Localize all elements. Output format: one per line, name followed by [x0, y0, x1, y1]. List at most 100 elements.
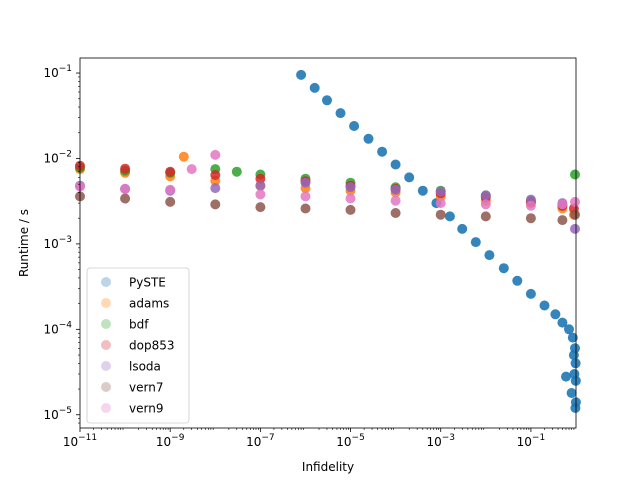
data-point	[255, 189, 266, 200]
data-point	[210, 199, 221, 210]
data-point	[300, 203, 311, 214]
x-axis-label: Infidelity	[302, 460, 354, 474]
data-point	[363, 133, 374, 144]
legend: PySTE adams bdf dop853 lsoda vern7 vern9	[86, 267, 190, 424]
data-point	[120, 193, 131, 204]
data-point	[231, 166, 242, 177]
data-point	[296, 69, 307, 80]
data-point	[498, 263, 509, 274]
data-point	[322, 95, 332, 106]
data-point	[390, 159, 401, 170]
legend-label: lsoda	[129, 360, 161, 374]
data-point	[564, 324, 574, 335]
data-point	[345, 204, 356, 215]
series-adams	[75, 151, 579, 220]
axis-ticks: 10−11 10−9 10−7 10−5 10−3 10−1 10−5 10−4 10−3 10−…	[43, 64, 575, 449]
data-point	[570, 209, 580, 220]
data-point	[345, 193, 356, 204]
data-point	[165, 196, 176, 207]
data-point	[480, 199, 491, 210]
y-tick-label: 10−5	[43, 406, 72, 422]
x-tick-label: 10−11	[63, 433, 97, 449]
data-point	[557, 317, 568, 328]
data-point	[300, 177, 311, 188]
data-point	[178, 151, 189, 162]
series-lsoda	[75, 177, 580, 234]
data-point	[512, 275, 523, 286]
data-points-layer	[75, 69, 581, 413]
series-dop853	[75, 160, 579, 214]
x-tick-label: 10−9	[156, 433, 185, 449]
y-tick-label: 10−3	[43, 235, 72, 251]
data-point	[557, 215, 568, 226]
data-point	[255, 173, 266, 184]
legend-label: adams	[129, 297, 169, 311]
x-tick-label: 10−5	[336, 433, 365, 449]
legend-marker	[101, 298, 111, 308]
legend-box	[86, 267, 190, 424]
data-point	[417, 185, 428, 196]
data-point	[570, 403, 581, 413]
data-point	[349, 121, 360, 131]
legend-label: vern9	[129, 402, 163, 416]
data-point	[457, 223, 468, 234]
data-point	[566, 388, 577, 398]
data-point	[404, 172, 415, 183]
data-point	[435, 209, 446, 220]
data-point	[484, 250, 495, 261]
legend-label: vern7	[129, 381, 163, 395]
data-point	[300, 191, 311, 202]
data-point	[480, 190, 491, 201]
data-point	[570, 223, 580, 234]
x-tick-label: 10−1	[517, 433, 546, 449]
data-point	[539, 300, 550, 311]
legend-marker	[101, 361, 111, 371]
data-point	[569, 369, 580, 379]
data-point	[444, 211, 455, 222]
data-point	[525, 288, 536, 299]
data-point	[561, 371, 571, 382]
y-axis-label: Runtime / s	[17, 209, 31, 277]
data-point	[525, 213, 536, 224]
series-pyste	[296, 69, 581, 413]
data-point	[309, 82, 320, 93]
data-point	[255, 180, 266, 191]
x-tick-label: 10−7	[246, 433, 275, 449]
y-tick-label: 10−4	[43, 320, 72, 336]
data-point	[345, 182, 356, 193]
plot-frame	[79, 57, 577, 429]
legend-label: dop853	[129, 339, 174, 353]
data-point	[165, 166, 176, 177]
series-vern9	[75, 149, 580, 211]
data-point	[570, 169, 580, 180]
series-bdf	[75, 162, 580, 211]
data-point	[570, 196, 580, 207]
data-point	[210, 170, 221, 180]
legend-label: bdf	[129, 318, 149, 332]
data-point	[435, 198, 446, 209]
data-point	[335, 108, 346, 119]
y-tick-label: 10−1	[43, 64, 72, 80]
data-point	[390, 184, 401, 195]
data-point	[120, 183, 131, 194]
y-tick-label: 10−2	[43, 149, 72, 165]
data-point	[550, 309, 561, 320]
data-point	[165, 184, 176, 195]
legend-marker	[101, 319, 111, 329]
data-point	[480, 211, 491, 222]
data-point	[120, 163, 131, 174]
series-vern7	[75, 191, 580, 226]
data-point	[568, 350, 579, 361]
data-point	[435, 186, 446, 197]
legend-marker	[101, 277, 111, 287]
data-point	[377, 146, 388, 157]
legend-marker	[101, 382, 111, 392]
data-point	[210, 183, 221, 194]
legend-marker	[101, 403, 111, 413]
legend-marker	[101, 340, 111, 350]
data-point	[210, 149, 221, 160]
data-point	[390, 208, 401, 218]
data-point	[525, 200, 536, 211]
